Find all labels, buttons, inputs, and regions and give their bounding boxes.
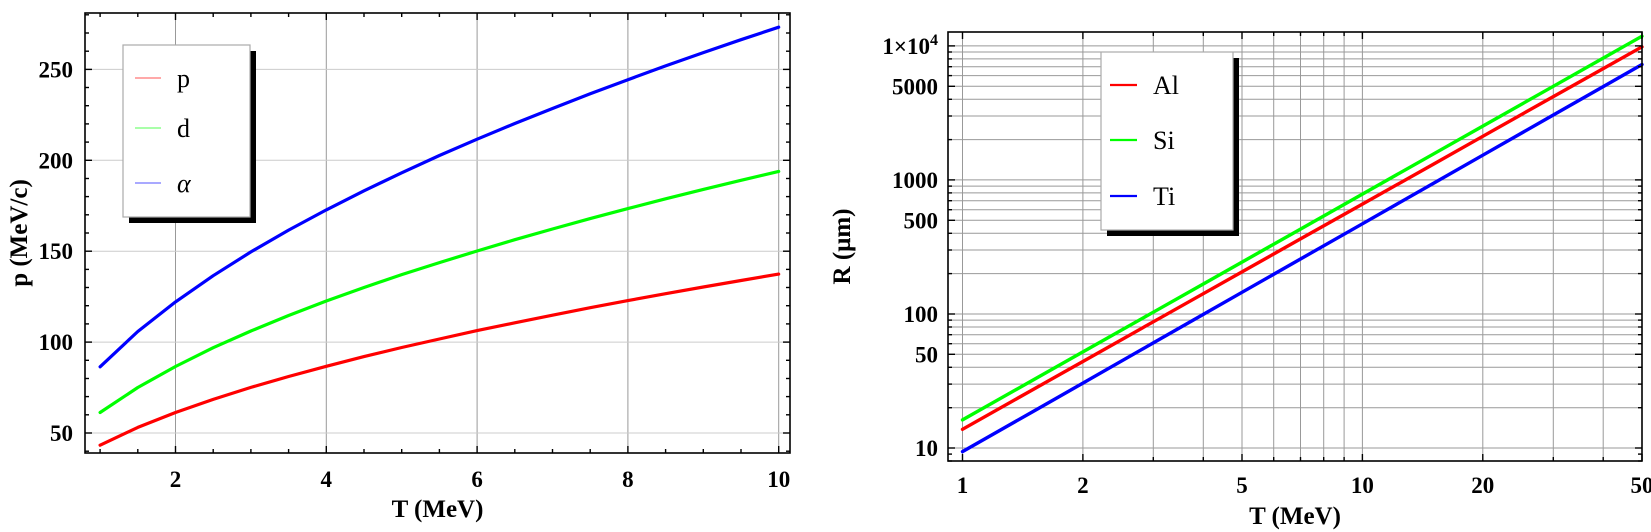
y-tick-label: 50 bbox=[915, 342, 938, 367]
series-p bbox=[98, 272, 781, 447]
momentum-vs-kinetic-energy-svg: 2 4 6 8 10 50 100 150 200 250 T (MeV) p (MeV/c) pdα bbox=[6, 12, 791, 523]
series-Ti bbox=[960, 62, 1644, 454]
x-tick-label: 2 bbox=[1077, 473, 1089, 498]
legend-label-α: α bbox=[177, 169, 192, 198]
y-tick-label: 10 bbox=[915, 436, 938, 461]
legend: pdα bbox=[122, 44, 256, 223]
range-vs-kinetic-energy-svg: 1 2 5 10 20 50 10 50 100 500 1000 5000 1×104 T (MeV) R… bbox=[829, 31, 1651, 530]
series-d bbox=[98, 169, 781, 415]
x-tick-label: 10 bbox=[767, 467, 790, 492]
y-tick-label: 250 bbox=[39, 57, 74, 82]
tick-labels: 1 2 5 10 20 50 10 50 100 500 1000 5000 1×104 bbox=[882, 32, 1651, 498]
y-tick-label: 200 bbox=[39, 148, 74, 173]
y-tick-label: 100 bbox=[904, 302, 939, 327]
gridlines bbox=[948, 32, 1643, 461]
y-tick-label: 1000 bbox=[892, 168, 938, 193]
x-tick-label: 5 bbox=[1236, 473, 1248, 498]
x-tick-label: 8 bbox=[622, 467, 634, 492]
y-tick-label: 150 bbox=[39, 239, 74, 264]
gridlines bbox=[85, 13, 790, 453]
series-α bbox=[98, 25, 781, 369]
legend-box bbox=[122, 44, 251, 218]
y-axis-label: p (MeV/c) bbox=[6, 179, 33, 287]
x-tick-label: 6 bbox=[471, 467, 483, 492]
y-tick-label: 50 bbox=[50, 421, 73, 446]
y-tick-label: 500 bbox=[904, 208, 939, 233]
series-curves bbox=[98, 25, 781, 447]
x-tick-label: 1 bbox=[957, 473, 969, 498]
legend-label-d: d bbox=[177, 114, 190, 143]
series-Al bbox=[960, 45, 1644, 431]
x-tick-label: 50 bbox=[1631, 473, 1651, 498]
y-tick-label: 5000 bbox=[892, 74, 938, 99]
y-tick-label: 100 bbox=[39, 330, 74, 355]
y-tick-label: 1×104 bbox=[882, 32, 938, 59]
series-curves bbox=[960, 34, 1644, 454]
momentum-chart: 2 4 6 8 10 50 100 150 200 250 T (MeV) p (MeV/c) p d α bbox=[0, 0, 800, 532]
legend-label-p: p bbox=[177, 64, 190, 93]
range-chart: 1 2 5 10 20 50 10 50 100 500 1000 5000 1×104 T (MeV) R… bbox=[800, 0, 1651, 532]
ticks bbox=[85, 13, 790, 453]
legend-label-Al: Al bbox=[1153, 71, 1179, 100]
ticks bbox=[948, 32, 1643, 462]
series-Si bbox=[960, 34, 1644, 422]
x-axis-label: T (MeV) bbox=[1249, 503, 1341, 530]
tick-labels: 2 4 6 8 10 50 100 150 200 250 bbox=[39, 57, 791, 492]
x-axis-label: T (MeV) bbox=[392, 496, 484, 523]
x-tick-label: 4 bbox=[321, 467, 333, 492]
legend-label-Ti: Ti bbox=[1153, 182, 1175, 211]
x-tick-label: 2 bbox=[170, 467, 182, 492]
x-tick-label: 20 bbox=[1471, 473, 1494, 498]
x-tick-label: 10 bbox=[1351, 473, 1374, 498]
legend: Al Si Ti bbox=[1100, 51, 1239, 236]
plot-frame bbox=[947, 31, 1643, 462]
y-axis-label: R (μm) bbox=[829, 209, 856, 285]
legend-label-Si: Si bbox=[1153, 126, 1175, 155]
